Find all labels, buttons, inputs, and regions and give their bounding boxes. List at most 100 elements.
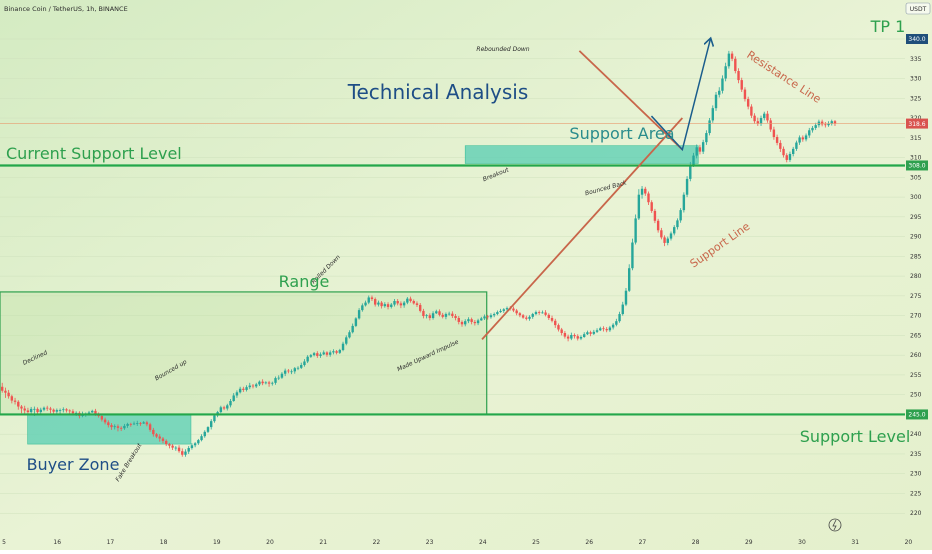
y-tick-label: 225 <box>910 490 922 497</box>
candle-body <box>779 142 782 149</box>
candle-body <box>679 210 682 221</box>
candle-body <box>213 415 216 422</box>
candle-body <box>811 127 814 131</box>
candle-body <box>367 297 370 303</box>
trend-line-0 <box>578 50 683 151</box>
y-tick-label: 240 <box>910 431 922 438</box>
candle-body <box>335 351 338 353</box>
candle-body <box>370 297 374 300</box>
candle-body <box>804 135 808 140</box>
candle-body <box>515 310 518 314</box>
candle-body <box>164 440 168 445</box>
candle-body <box>435 311 438 314</box>
zone-2 <box>464 145 699 164</box>
candle-body <box>698 147 702 152</box>
flash-icon[interactable] <box>828 518 842 532</box>
candle-body <box>110 425 113 428</box>
candle-body <box>155 434 158 437</box>
candle-body <box>692 155 695 165</box>
candle-body <box>621 304 624 315</box>
x-tick-label: 27 <box>639 539 647 546</box>
candle-body <box>431 313 435 319</box>
candle-body <box>492 314 496 316</box>
candle-body <box>695 147 698 156</box>
x-tick-label: 24 <box>479 539 487 546</box>
candle-body <box>563 333 567 337</box>
candle-body <box>261 381 264 384</box>
candle-body <box>20 406 23 409</box>
price-badge-label: 308.0 <box>908 163 925 170</box>
currency-badge-label: USDT <box>910 6 927 13</box>
candle-body <box>673 227 676 234</box>
candle-body <box>599 328 602 331</box>
candle-body <box>219 407 223 413</box>
candle-body <box>36 408 39 413</box>
candle-body <box>782 148 785 156</box>
support-level-label: Support Level <box>800 427 911 446</box>
candle-body <box>775 137 779 143</box>
candle-body <box>685 178 689 195</box>
candle-body <box>637 194 641 219</box>
candle-body <box>785 155 788 160</box>
candle-body <box>724 66 727 79</box>
candle-body <box>464 321 467 325</box>
candle-body <box>377 302 380 305</box>
candle-body <box>222 407 226 409</box>
y-tick-label: 315 <box>910 135 922 142</box>
candle-body <box>132 423 136 425</box>
candle-body <box>393 301 396 305</box>
candle-body <box>669 233 673 239</box>
price-badge-label: 318.6 <box>908 121 925 128</box>
candle-body <box>235 392 239 396</box>
candle-body <box>168 444 171 446</box>
y-tick-label: 260 <box>910 352 922 359</box>
candle-body <box>126 423 129 426</box>
candle-body <box>300 365 303 368</box>
tp1-label: TP 1 <box>870 17 906 36</box>
x-tick-label: 29 <box>745 539 753 546</box>
candle-body <box>473 321 477 324</box>
candle-body <box>181 451 184 455</box>
candle-body <box>740 80 743 90</box>
candle-body <box>554 320 557 326</box>
candle-body <box>451 313 454 317</box>
candle-body <box>29 408 33 413</box>
candle-body <box>33 408 36 410</box>
candle-body <box>351 325 354 333</box>
candle-body <box>319 354 322 356</box>
candle-body <box>274 378 277 383</box>
x-tick-label: 25 <box>532 539 540 546</box>
candle-body <box>734 58 737 72</box>
candle-body <box>830 121 833 124</box>
candle-body <box>602 328 605 330</box>
price-axis[interactable]: 2202252302352402452502552602652702752802… <box>906 34 928 517</box>
x-tick-label: 20 <box>266 539 274 546</box>
candle-body <box>203 431 206 437</box>
candle-body <box>457 318 460 322</box>
candle-body <box>518 313 522 316</box>
candle-body <box>322 352 325 355</box>
candle-body <box>23 408 26 411</box>
range-label: Range <box>279 272 330 291</box>
time-axis[interactable]: 5 16 17 18 19 20 21 22 23 24 25 26 27 28 29 30 31 20 <box>2 539 912 546</box>
candle-body <box>750 106 753 116</box>
candle-body <box>470 319 473 322</box>
candle-body <box>264 382 268 384</box>
candle-body <box>354 318 358 326</box>
price-badge-label: 245.0 <box>908 412 925 419</box>
currency-badge[interactable] <box>905 2 931 15</box>
candle-body <box>158 436 161 439</box>
candle-body <box>486 316 489 318</box>
candle-body <box>544 312 547 315</box>
candle-body <box>791 148 795 155</box>
support-area-label: Support Area <box>569 124 674 143</box>
candle-body <box>402 302 406 306</box>
candle-body <box>293 368 296 372</box>
candle-body <box>210 421 213 428</box>
candle-body <box>161 438 165 441</box>
chart-ui: Binance Coin / TetherUS, 1h, BINANCE USD… <box>4 2 931 532</box>
candle-body <box>87 412 91 414</box>
candle-body <box>743 89 747 100</box>
candles <box>1 50 837 457</box>
